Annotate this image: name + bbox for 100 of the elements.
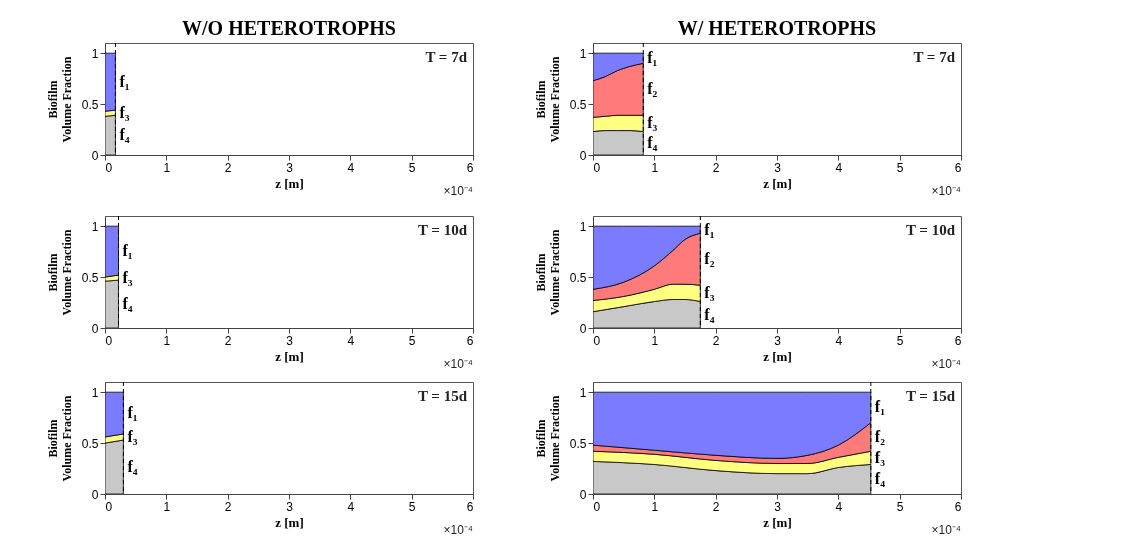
x-tick-label: 0 [593, 333, 601, 348]
text: ×10⁻⁴ [931, 184, 961, 198]
x-tick-label: 4 [835, 333, 843, 348]
annotation: T = 15d [905, 388, 956, 404]
series-label: f₂ [647, 80, 658, 98]
y-axis-title: Biofilm Volume Fraction [45, 229, 74, 316]
x-tick-label: 0 [105, 160, 113, 175]
x-tick-label: 5 [896, 499, 904, 514]
x-tick-label: 4 [347, 333, 355, 348]
series-label: f₃ [119, 103, 130, 121]
x-axis-title: z [m] [275, 348, 304, 364]
x-tick-label: 3 [774, 160, 782, 175]
x-tick-label: 1 [651, 333, 659, 348]
series-label: f₁ [704, 220, 715, 238]
x-tick-label: 5 [408, 333, 416, 348]
y-tick-label: 0.5 [81, 97, 99, 112]
y-tick-label: 0 [91, 321, 99, 336]
series-label: f₃ [647, 114, 658, 132]
y-tick-label: 0 [91, 487, 99, 502]
x-tick-label: 1 [651, 160, 659, 175]
series-label: f₄ [119, 126, 130, 144]
x-tick-label: 4 [347, 160, 355, 175]
x-tick-label: 3 [774, 333, 782, 348]
x-tick-label: 6 [954, 160, 962, 175]
x-tick-label: 3 [286, 333, 294, 348]
x-tick-label: 6 [954, 333, 962, 348]
y-axis-title: Biofilm Volume Fraction [533, 395, 562, 482]
y-axis-title: Biofilm Volume Fraction [533, 56, 562, 143]
x-axis-title: z [m] [275, 514, 304, 530]
x-tick-label: 2 [712, 499, 720, 514]
x-tick-label: 2 [224, 333, 232, 348]
y-tick-label: 1 [579, 385, 587, 400]
y-tick-label: 0.5 [569, 270, 587, 285]
x-tick-label: 0 [593, 160, 601, 175]
x-tick-label: 3 [286, 499, 294, 514]
x-tick-label: 4 [835, 160, 843, 175]
series-label: f₂ [874, 427, 886, 445]
y-tick-label: 1 [91, 385, 99, 400]
x-tick-label: 6 [466, 160, 474, 175]
x-tick-label: 5 [408, 160, 416, 175]
text: ×10⁻⁴ [931, 523, 961, 537]
y-tick-label: 0.5 [569, 97, 587, 112]
x-tick-label: 1 [651, 499, 659, 514]
x-tick-label: 5 [896, 160, 904, 175]
x-tick-label: 0 [593, 499, 601, 514]
x-axis-title: z [m] [763, 348, 792, 364]
text: ×10⁻⁴ [443, 523, 473, 537]
y-axis-title: Biofilm Volume Fraction [45, 395, 74, 482]
series-label: f₃ [122, 268, 133, 286]
text: ×10⁻⁴ [443, 184, 473, 198]
x-tick-label: 6 [466, 499, 474, 514]
x-tick-label: 3 [286, 160, 294, 175]
x-axis-title: z [m] [763, 175, 792, 191]
x-tick-label: 2 [224, 160, 232, 175]
x-axis-title: z [m] [763, 514, 792, 530]
series-label: f₁ [647, 49, 658, 67]
annotation: T = 15d [417, 388, 468, 404]
x-tick-label: 6 [466, 333, 474, 348]
series-label: f₂ [704, 250, 715, 268]
annotation: T = 7d [913, 49, 956, 65]
series-label: f₁ [874, 398, 886, 416]
y-tick-label: 0.5 [81, 270, 99, 285]
y-tick-label: 0.5 [81, 436, 99, 451]
x-tick-label: 2 [224, 499, 232, 514]
series-label: f₄ [874, 470, 886, 488]
x-tick-label: 2 [712, 160, 720, 175]
x-tick-label: 2 [712, 333, 720, 348]
series-label: f₁ [127, 404, 138, 422]
y-axis-title: Biofilm Volume Fraction [533, 229, 562, 316]
chart-title: W/ HETEROTROPHS [677, 16, 877, 39]
series-label: f₄ [122, 295, 133, 313]
series-label: f₄ [704, 305, 715, 323]
x-tick-label: 0 [105, 499, 113, 514]
series-label: f₃ [874, 448, 886, 466]
series-label: f₃ [127, 427, 138, 445]
text: ×10⁻⁴ [443, 357, 473, 371]
y-tick-label: 1 [579, 219, 587, 234]
y-tick-label: 0 [579, 148, 587, 163]
x-tick-label: 0 [105, 333, 113, 348]
annotation: T = 10d [417, 222, 468, 238]
x-tick-label: 1 [163, 333, 171, 348]
y-tick-label: 1 [579, 46, 587, 61]
y-tick-label: 0 [579, 321, 587, 336]
series-label: f₃ [704, 284, 715, 302]
y-tick-label: 0.5 [569, 436, 587, 451]
y-tick-label: 1 [91, 46, 99, 61]
text: ×10⁻⁴ [931, 357, 961, 371]
x-tick-label: 1 [163, 160, 171, 175]
series-label: f₄ [647, 134, 658, 152]
y-tick-label: 0 [91, 148, 99, 163]
x-axis-title: z [m] [275, 175, 304, 191]
series-label: f₄ [127, 458, 138, 476]
annotation: T = 10d [905, 222, 956, 238]
x-tick-label: 5 [896, 333, 904, 348]
x-tick-label: 1 [163, 499, 171, 514]
x-tick-label: 5 [408, 499, 416, 514]
y-axis-title: Biofilm Volume Fraction [45, 56, 74, 143]
annotation: T = 7d [425, 49, 468, 65]
y-tick-label: 0 [579, 487, 587, 502]
x-tick-label: 3 [774, 499, 782, 514]
